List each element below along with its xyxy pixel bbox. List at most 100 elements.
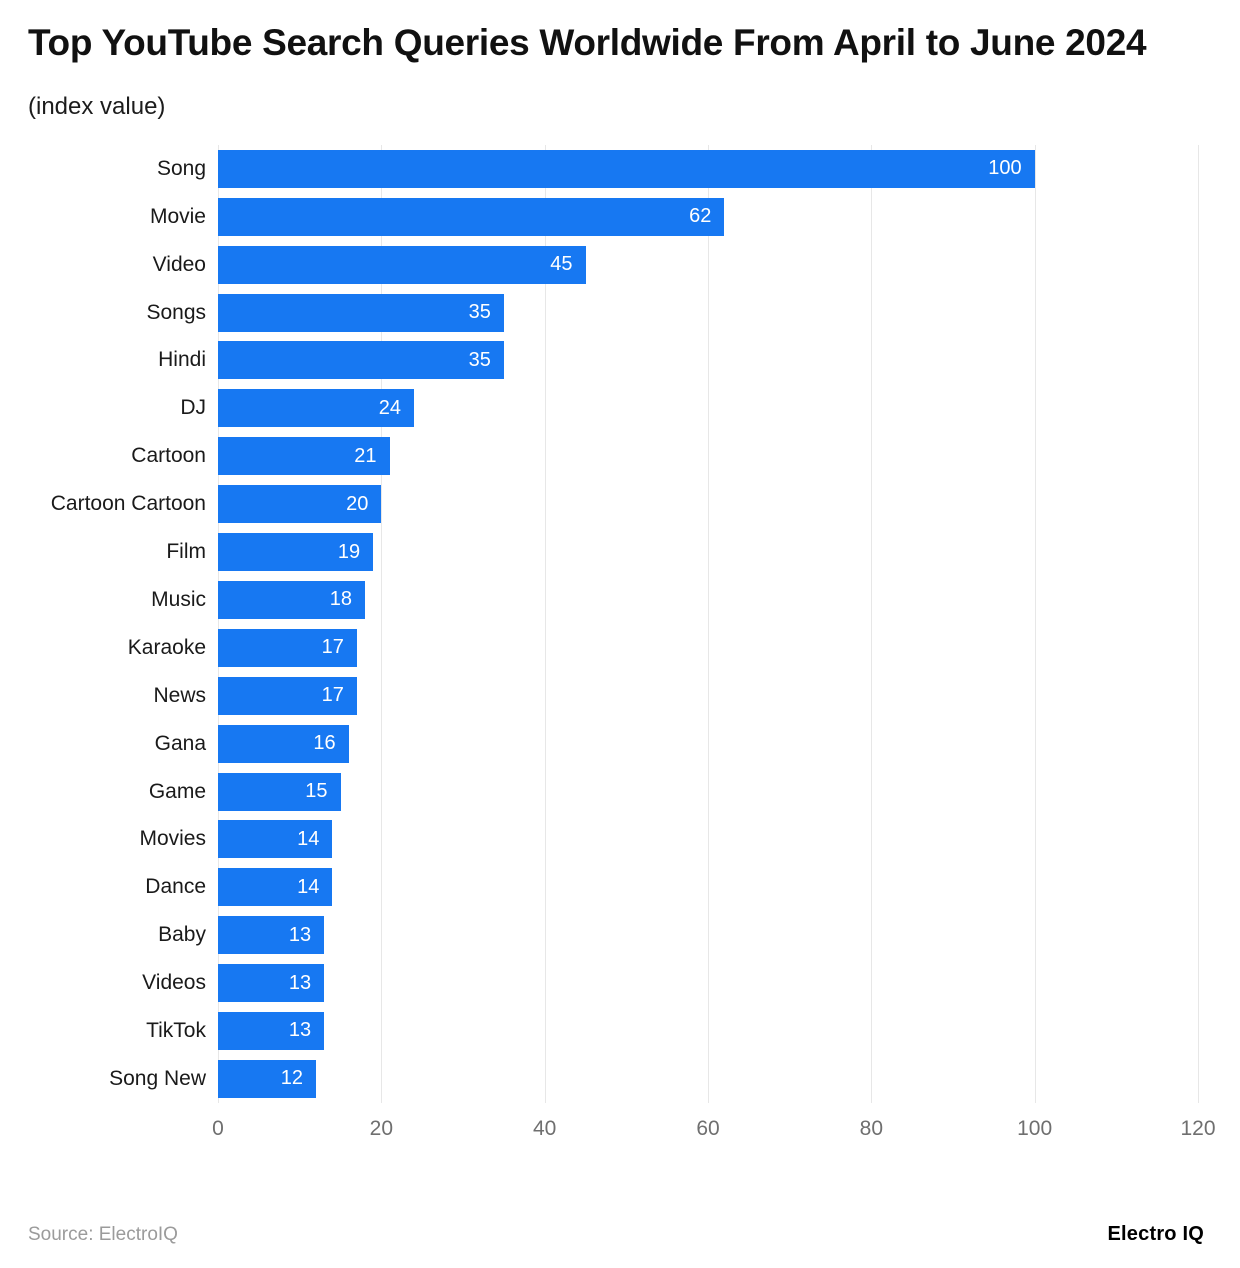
bar-row: Cartoon 21 (28, 432, 1198, 480)
bar: 14 (218, 868, 333, 907)
bar-category-label: Song New (109, 1066, 206, 1090)
bar: 35 (218, 341, 504, 380)
bar-category-label: Movies (139, 827, 206, 851)
bar-track: 19 (218, 533, 1198, 572)
bar-row: Video 45 (28, 241, 1198, 289)
bar-category-label: Songs (146, 300, 206, 324)
bar: 62 (218, 197, 725, 236)
bar: 17 (218, 676, 357, 715)
bar: 13 (218, 916, 325, 955)
bar-track: 13 (218, 1011, 1198, 1050)
bar: 18 (218, 580, 365, 619)
bar-value-label: 13 (288, 1019, 312, 1042)
bar-track: 62 (218, 197, 1198, 236)
bar-track: 16 (218, 724, 1198, 763)
bar-category-label: Cartoon Cartoon (50, 492, 206, 516)
bar-row: Songs 35 (28, 289, 1198, 337)
bar-row: Music 18 (28, 576, 1198, 624)
bar-track: 24 (218, 389, 1198, 428)
bar-value-label: 16 (313, 732, 336, 755)
bar-value-label: 19 (337, 540, 361, 563)
bar-category-label: Movie (149, 204, 206, 228)
bar: 24 (218, 389, 414, 428)
gridline (871, 144, 873, 1103)
bar-category-label: Karaoke (127, 635, 206, 659)
bar-category-label: DJ (180, 396, 206, 420)
bar-value-label: 24 (378, 396, 401, 419)
bar-category-label: Song (156, 156, 206, 180)
bar: 21 (218, 437, 390, 476)
bar-category-label: Cartoon (131, 444, 206, 468)
bar-row: Movies 14 (28, 815, 1198, 863)
bar-track: 21 (218, 437, 1198, 476)
bar-value-label: 14 (297, 875, 320, 898)
bar-chart: Song 100 Movie 62 Video 45 Songs 35 Hindi 35 DJ 24 C… (28, 144, 1216, 1155)
bar-value-label: 21 (354, 444, 377, 467)
x-tick-label: 0 (212, 1116, 224, 1140)
bar-track: 15 (218, 772, 1198, 811)
bar-rows: Song 100 Movie 62 Video 45 Songs 35 Hindi 35 DJ 24 C… (28, 145, 1198, 1103)
bar-value-label: 20 (346, 492, 369, 515)
bar-category-label: Music (151, 587, 206, 611)
bar: 45 (218, 245, 586, 284)
bar-value-label: 13 (288, 923, 312, 946)
x-tick-label: 80 (859, 1116, 884, 1140)
brand-logo: Electro IQ (1107, 1223, 1204, 1245)
bar-track: 18 (218, 580, 1198, 619)
x-tick-label: 60 (696, 1116, 720, 1140)
bar-category-label: Game (148, 779, 206, 803)
bar-value-label: 18 (329, 588, 352, 611)
bar-category-label: News (153, 683, 206, 707)
bar-row: Gana 16 (28, 720, 1198, 768)
bar-value-label: 13 (288, 971, 312, 994)
bar-track: 17 (218, 628, 1198, 667)
bar-value-label: 14 (297, 827, 320, 850)
gridline (1198, 144, 1199, 1103)
bar-track: 17 (218, 676, 1198, 715)
bar-track: 35 (218, 341, 1198, 380)
bar-track: 20 (218, 485, 1198, 524)
gridline (1034, 144, 1036, 1103)
bar-value-label: 45 (550, 253, 573, 276)
bar: 16 (218, 724, 349, 763)
bar: 15 (218, 772, 341, 811)
gridlines (218, 144, 1199, 1103)
bar-value-label: 15 (305, 780, 328, 802)
x-tick-label: 100 (1017, 1116, 1053, 1140)
bar-row: Game 15 (28, 768, 1198, 816)
bar: 35 (218, 293, 504, 332)
bar-track: 14 (218, 868, 1198, 907)
bar: 17 (218, 628, 357, 667)
bar-row: Cartoon Cartoon 20 (28, 480, 1198, 528)
bar-track: 35 (218, 293, 1198, 332)
bar-row: Movie 62 (28, 193, 1198, 241)
bar-category-label: Film (166, 540, 206, 564)
x-tick-label: 120 (1180, 1116, 1216, 1140)
bar-row: DJ 24 (28, 384, 1198, 432)
gridline (544, 144, 546, 1103)
bar-row: Videos 13 (28, 959, 1198, 1007)
bar-category-label: Gana (154, 731, 206, 755)
x-axis: 0 20 40 60 80 100 120 (212, 1113, 1215, 1155)
bar-row: Film 19 (28, 528, 1198, 576)
bar: 100 (218, 149, 1035, 188)
bar-category-label: Videos (142, 971, 206, 995)
bar-value-label: 35 (468, 301, 491, 324)
bar-value-label: 35 (468, 348, 491, 371)
bar-track: 45 (218, 245, 1198, 284)
bar-category-label: TikTok (146, 1018, 206, 1042)
bar-category-label: Video (152, 252, 206, 276)
bar-row: Hindi 35 (28, 337, 1198, 385)
source-note: Source: ElectroIQ (28, 1224, 178, 1245)
bar: 13 (218, 964, 325, 1003)
bar-category-label: Hindi (158, 348, 206, 372)
gridline (381, 144, 383, 1103)
bar-value-label: 100 (988, 157, 1022, 180)
bar: 19 (218, 533, 374, 572)
bar-track: 100 (218, 149, 1198, 188)
bar-row: Song New 12 (28, 1055, 1198, 1103)
chart-subtitle: (index value) (28, 92, 166, 120)
bar-row: TikTok 13 (28, 1007, 1198, 1055)
bar-track: 14 (218, 820, 1198, 859)
